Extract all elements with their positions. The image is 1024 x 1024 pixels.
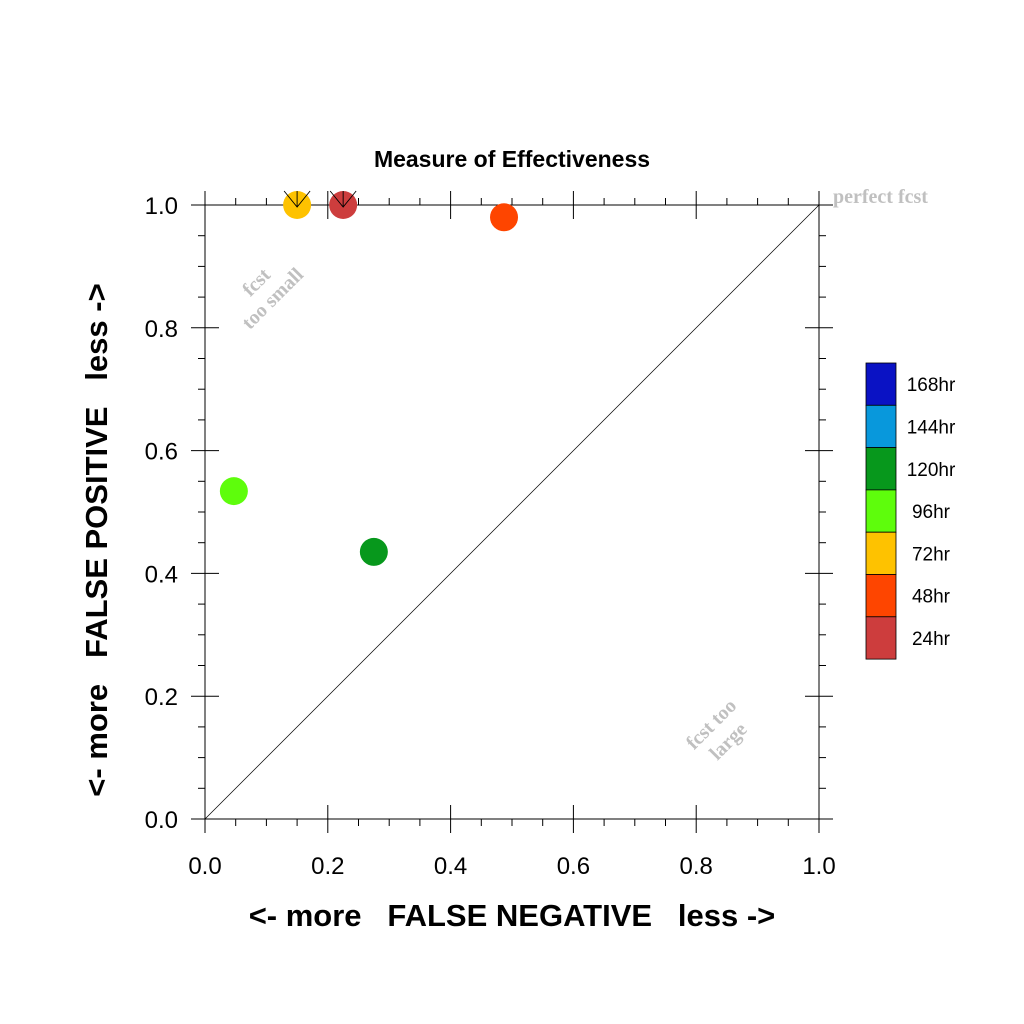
x-tick-label: 0.4 xyxy=(434,853,467,880)
x-tick-label: 1.0 xyxy=(802,853,835,880)
offscale-arrow-72hr xyxy=(283,190,311,208)
data-point-48hr xyxy=(490,203,519,232)
x-tick-labels: 0.0 0.2 0.4 0.6 0.8 1.0 xyxy=(188,853,835,880)
legend-swatch-24hr xyxy=(865,616,897,660)
legend-label-96hr: 96hr xyxy=(912,502,951,523)
legend-swatch-72hr xyxy=(865,531,897,575)
perfect-forecast-diagonal xyxy=(204,204,820,820)
y-tick-label: 0.2 xyxy=(145,684,178,711)
x-tick-label: 0.0 xyxy=(188,853,221,880)
chart-title: Measure of Effectiveness xyxy=(374,146,650,172)
data-point-120hr xyxy=(359,537,388,566)
legend-swatch-144hr xyxy=(865,404,897,448)
x-axis-label: <- more FALSE NEGATIVE less -> xyxy=(249,898,776,933)
offscale-arrow-24hr xyxy=(329,190,357,208)
y-tick-label: 0.4 xyxy=(145,561,178,588)
legend-swatch-120hr xyxy=(865,447,897,491)
y-tick-labels: 0.0 0.2 0.4 0.6 0.8 1.0 xyxy=(145,193,178,834)
legend-label-120hr: 120hr xyxy=(907,460,956,481)
x-tick-label: 0.6 xyxy=(557,853,590,880)
legend-swatch-96hr xyxy=(865,489,897,533)
data-points xyxy=(219,190,519,566)
y-tick-label: 0.0 xyxy=(145,807,178,834)
axis-ticks xyxy=(191,191,833,833)
legend-label-24hr: 24hr xyxy=(912,629,951,650)
y-tick-label: 0.8 xyxy=(145,316,178,343)
legend-swatch-48hr xyxy=(865,574,897,618)
legend-label-48hr: 48hr xyxy=(912,587,951,608)
y-tick-label: 1.0 xyxy=(145,193,178,220)
y-axis-label: <- more FALSE POSITIVE less -> xyxy=(79,283,114,796)
x-tick-label: 0.8 xyxy=(680,853,713,880)
too-small-annotation: fcst too small xyxy=(238,263,308,333)
legend: 168hr 144hr 120hr 96hr 72hr 48hr 24hr xyxy=(865,362,956,660)
too-large-annotation: fcst too large xyxy=(682,695,752,765)
data-point-96hr xyxy=(219,477,248,506)
y-tick-label: 0.6 xyxy=(145,439,178,466)
legend-label-168hr: 168hr xyxy=(907,375,956,396)
legend-label-144hr: 144hr xyxy=(907,417,956,438)
legend-label-72hr: 72hr xyxy=(912,544,951,565)
legend-swatch-168hr xyxy=(865,362,897,406)
x-tick-label: 0.2 xyxy=(311,853,344,880)
perfect-forecast-annotation: perfect fcst xyxy=(833,186,928,208)
